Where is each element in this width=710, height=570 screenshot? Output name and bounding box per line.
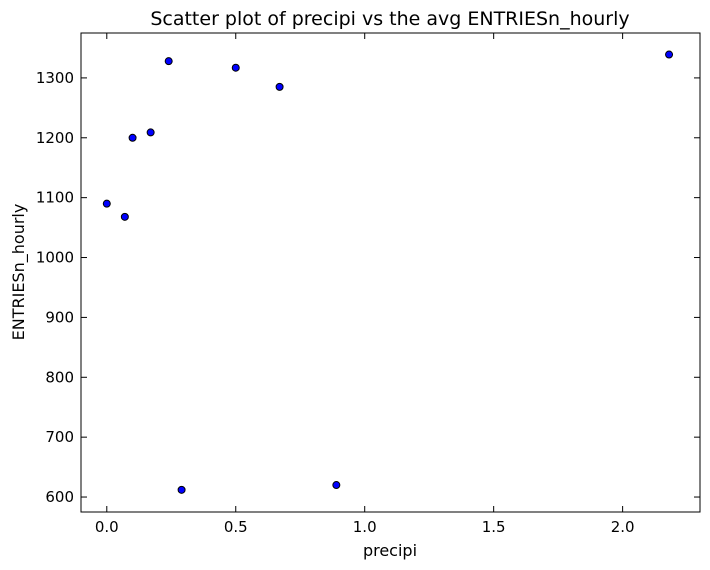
y-axis-label: ENTRIESn_hourly (9, 204, 29, 341)
y-tick-label: 700 (45, 428, 74, 446)
x-tick-label: 1.0 (353, 518, 377, 536)
x-axis-label: precipi (363, 541, 417, 560)
data-point (665, 50, 674, 59)
y-tick-label: 1100 (36, 189, 74, 207)
data-point (120, 212, 129, 221)
y-tick-label: 800 (45, 368, 74, 386)
plot-frame (80, 32, 701, 513)
data-point (128, 133, 137, 142)
y-tick-label: 1200 (36, 129, 74, 147)
data-point (146, 128, 155, 137)
y-tick-label: 1000 (36, 249, 74, 267)
data-point (231, 63, 240, 72)
y-tick-label: 600 (45, 488, 74, 506)
data-point (332, 481, 341, 490)
chart-title: Scatter plot of precipi vs the avg ENTRI… (150, 8, 629, 30)
y-tick-label: 900 (45, 308, 74, 326)
axis-ticks: 0.0 0.5 1.0 1.5 2.0 600 700 800 900 1000 1100 1200 1… (36, 33, 700, 536)
x-tick-label: 0.0 (95, 518, 119, 536)
data-points (102, 50, 674, 494)
y-tick-label: 1300 (36, 69, 74, 87)
data-point (177, 485, 186, 494)
x-tick-label: 1.5 (482, 518, 506, 536)
data-point (164, 57, 173, 66)
data-point (275, 82, 284, 91)
data-point (102, 199, 111, 208)
x-tick-label: 0.5 (224, 518, 248, 536)
x-tick-label: 2.0 (611, 518, 635, 536)
